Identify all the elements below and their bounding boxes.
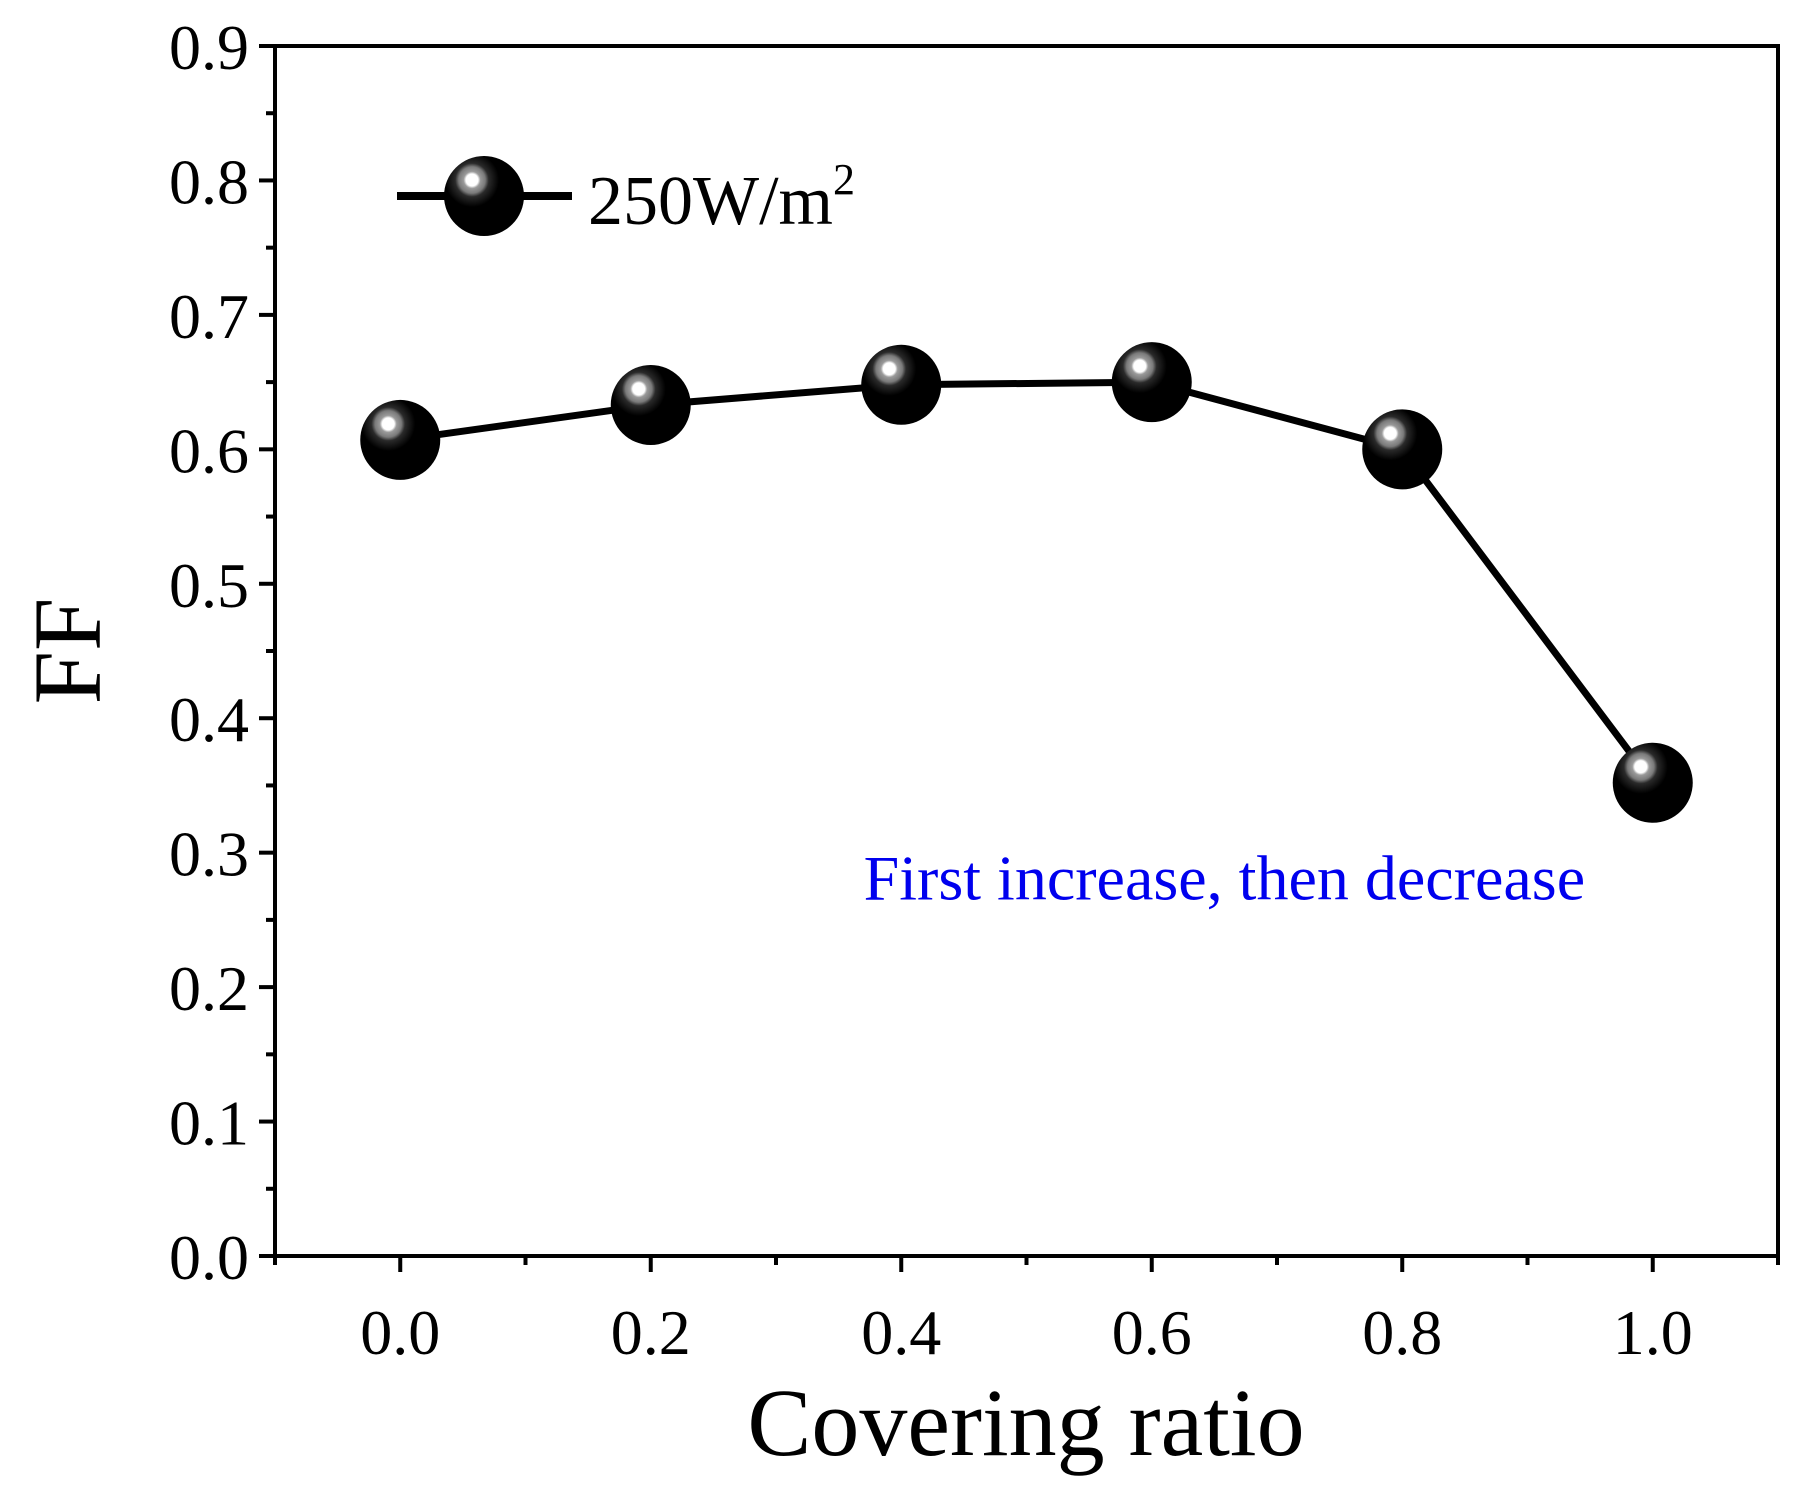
legend: 250W/m2 [397,155,855,240]
y-tick-label: 0.8 [169,146,249,217]
y-tick-label: 0.1 [169,1088,249,1159]
y-axis-ticks [259,44,275,1258]
annotation-text: First increase, then decrease [864,843,1585,914]
series-line [399,378,1656,785]
data-point [360,399,441,480]
x-tick-label: 0.8 [1362,1297,1442,1368]
x-tick-label: 0.4 [861,1297,941,1368]
y-axis-label: FF [14,598,121,705]
series-lines [399,378,1656,785]
y-tick-label: 0.7 [169,281,249,352]
y-tick-label: 0.2 [169,953,249,1024]
y-tick-label: 0.3 [169,819,249,890]
y-tick-label: 0.9 [169,12,249,83]
data-point [861,344,942,425]
data-point [1111,342,1192,423]
x-tick-label: 1.0 [1613,1297,1693,1368]
legend-entry-superscript: 2 [833,155,855,204]
data-point [1612,742,1693,823]
y-tick-label: 0.4 [169,684,249,755]
x-axis-label: Covering ratio [747,1369,1304,1476]
legend-entry-name: 250W/m [588,163,833,240]
x-axis-ticks [273,1256,1780,1272]
x-tick-label: 0.6 [1112,1297,1192,1368]
legend-entry-label: 250W/m2 [588,155,855,240]
legend-marker [444,156,524,236]
data-point [1362,409,1443,490]
y-axis-tick-labels: 0.0 0.1 0.2 0.3 0.4 0.5 0.6 0.7 0.8 0.9 [169,12,249,1293]
y-tick-label: 0.0 [169,1222,249,1293]
y-tick-label: 0.6 [169,415,249,486]
y-tick-label: 0.5 [169,550,249,621]
data-point [610,364,691,445]
x-tick-label: 0.0 [360,1297,440,1368]
x-tick-label: 0.2 [611,1297,691,1368]
x-axis-tick-labels: 0.0 0.2 0.4 0.6 0.8 1.0 [360,1297,1693,1368]
series-markers [360,342,1693,823]
